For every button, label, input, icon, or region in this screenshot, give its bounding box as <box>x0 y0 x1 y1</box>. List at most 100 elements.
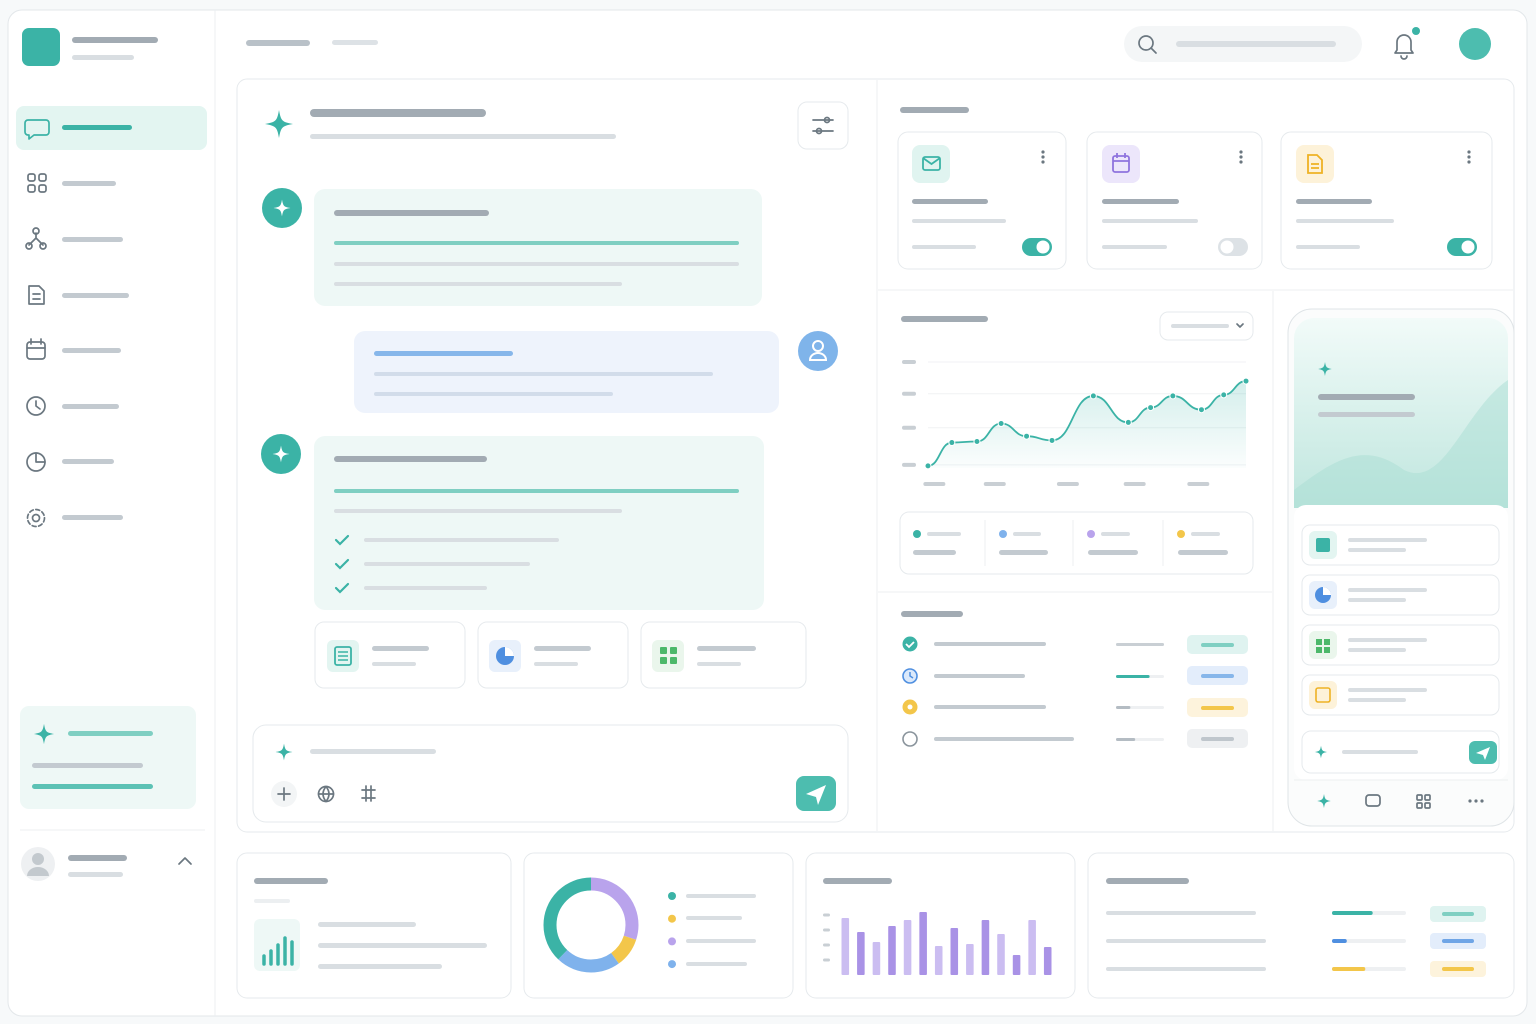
card-text-placeholder <box>1296 219 1394 223</box>
bar <box>966 944 974 975</box>
mail-icon <box>922 156 941 171</box>
nav-item[interactable] <box>26 508 124 528</box>
doc-icon <box>334 646 352 666</box>
pill-placeholder <box>1201 643 1234 647</box>
grid-icon <box>660 657 667 664</box>
tab-icon[interactable] <box>1468 799 1484 803</box>
line-point <box>1048 436 1056 444</box>
breadcrumb-placeholder[interactable] <box>332 40 378 45</box>
kebab-menu[interactable] <box>1041 150 1045 164</box>
apps-icon <box>27 173 36 182</box>
plus-icon <box>277 787 291 801</box>
promo-card[interactable] <box>20 706 196 809</box>
nav-item[interactable] <box>28 285 129 305</box>
line-point <box>973 438 981 445</box>
bar <box>919 912 927 975</box>
kebab-menu[interactable] <box>1239 150 1243 164</box>
line-point <box>1169 392 1177 400</box>
section-title-placeholder <box>900 107 969 113</box>
phone-item-placeholder <box>1348 538 1427 542</box>
donut-card <box>523 852 794 999</box>
dot <box>1474 799 1478 803</box>
line-point <box>1147 404 1155 412</box>
message-placeholder <box>334 241 739 245</box>
message-input[interactable] <box>252 724 849 823</box>
legend-placeholder <box>686 894 756 898</box>
nav-label-placeholder <box>62 348 121 353</box>
phone-list-item[interactable] <box>1301 574 1500 616</box>
line-point <box>1089 392 1097 400</box>
nav-item[interactable] <box>27 173 116 193</box>
user-icon <box>808 352 828 361</box>
mail-icon <box>922 157 941 166</box>
message-placeholder <box>374 392 613 396</box>
phone-list-item[interactable] <box>1301 674 1500 716</box>
checklist-placeholder <box>364 562 530 566</box>
nav-item[interactable] <box>25 227 123 250</box>
x-tick-placeholder <box>983 482 1006 486</box>
y-tick-placeholder <box>902 360 916 364</box>
legend-box <box>899 511 1254 575</box>
nav-label-placeholder <box>62 237 123 242</box>
promo-link-placeholder <box>32 784 153 789</box>
pill-placeholder <box>1442 967 1474 971</box>
user-avatar-head <box>32 853 44 865</box>
row-placeholder <box>1106 911 1256 915</box>
nav-item[interactable] <box>26 396 119 416</box>
legend-placeholder <box>686 916 742 920</box>
apps-icon <box>1424 794 1431 801</box>
tab-icon[interactable] <box>1416 794 1431 809</box>
bell-icon[interactable] <box>1394 34 1414 60</box>
status-done <box>902 636 918 652</box>
chevron-up[interactable] <box>178 857 192 865</box>
hash-icon[interactable] <box>361 785 376 802</box>
nav-label-placeholder <box>62 125 132 130</box>
apps-icon <box>27 184 36 193</box>
attachment-card[interactable] <box>640 621 807 689</box>
apps-icon <box>38 173 47 182</box>
line-point <box>1124 418 1132 426</box>
y-tick-placeholder <box>902 391 916 396</box>
pie-icon <box>35 452 46 463</box>
nav-label-placeholder <box>62 181 116 186</box>
line-point <box>1220 391 1228 399</box>
line-point <box>924 462 932 470</box>
phone-list-item[interactable] <box>1301 524 1500 566</box>
toggle-knob <box>1461 240 1475 254</box>
logo[interactable] <box>22 28 60 66</box>
phone-item-placeholder <box>1348 648 1406 652</box>
grid-icon <box>670 657 677 664</box>
toggle-knob <box>1220 240 1234 254</box>
pill-placeholder <box>1442 912 1474 916</box>
toggle-knob <box>1036 240 1050 254</box>
promo-title-placeholder <box>68 731 153 736</box>
phone-title-placeholder <box>1318 394 1415 400</box>
pill-placeholder <box>1442 939 1474 943</box>
line-point <box>997 419 1005 427</box>
profile-avatar[interactable] <box>1459 28 1491 60</box>
calendar-icon <box>1112 155 1130 173</box>
nav-item[interactable] <box>26 452 114 472</box>
grid-icon <box>660 647 667 654</box>
legend-dot <box>1177 530 1185 538</box>
nav-item[interactable] <box>26 338 121 360</box>
nav-label-placeholder <box>62 459 114 464</box>
chat-icon <box>24 119 50 140</box>
tab-icon[interactable] <box>1365 794 1381 807</box>
card-title-placeholder <box>1296 199 1372 204</box>
bar <box>934 946 943 975</box>
calendar-icon-bg <box>1102 145 1140 183</box>
icon-bg <box>1309 681 1337 709</box>
user-role-placeholder <box>68 872 123 877</box>
breadcrumb-placeholder[interactable] <box>246 40 310 46</box>
attachment-placeholder <box>372 662 416 666</box>
phone-sub-placeholder <box>1318 412 1415 417</box>
phone-item-placeholder <box>1348 548 1406 552</box>
phone-list-item[interactable] <box>1301 624 1500 666</box>
kebab-menu[interactable] <box>1467 150 1471 164</box>
filter-button[interactable] <box>797 101 849 150</box>
chevron-down <box>1236 323 1244 328</box>
checklist-placeholder <box>364 538 559 542</box>
user-icon <box>812 340 824 352</box>
legend-placeholder <box>1013 532 1041 536</box>
